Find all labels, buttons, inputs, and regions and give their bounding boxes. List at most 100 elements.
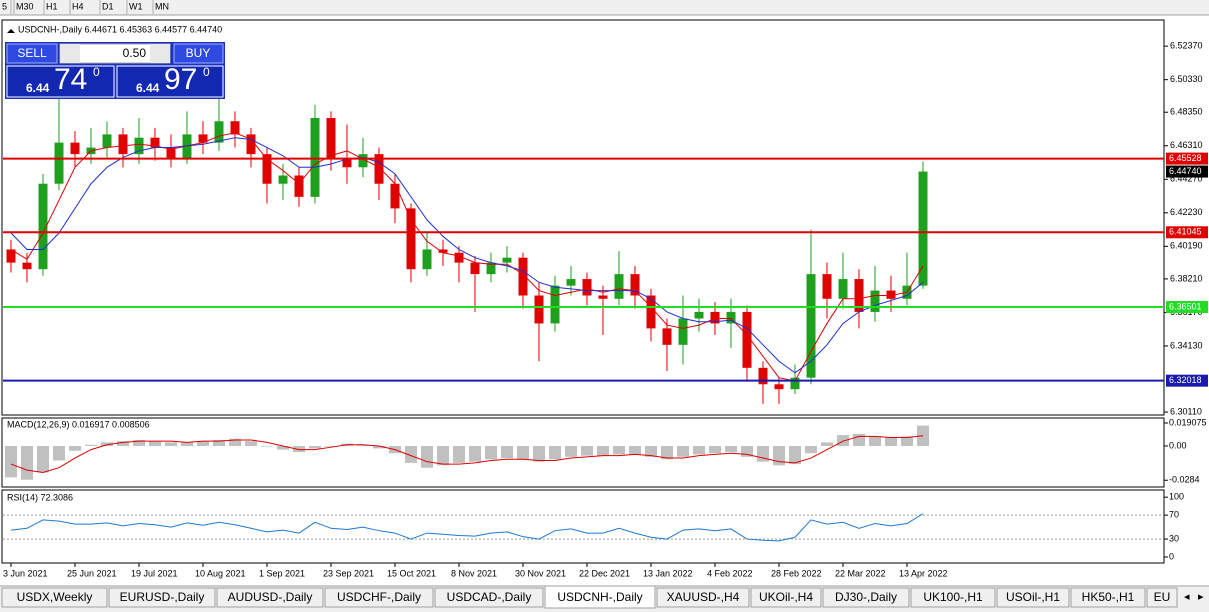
rsi-panel	[1, 489, 1165, 564]
candle-body	[406, 208, 416, 270]
candle-body	[742, 311, 752, 368]
timeframe-button[interactable]: H1	[46, 1, 58, 11]
tab[interactable]: UKOil-,H4	[750, 587, 822, 608]
x-tick-label: 3 Jun 2021	[3, 568, 48, 578]
x-tick-label: 25 Jun 2021	[67, 568, 117, 578]
tab[interactable]: EU	[1146, 587, 1178, 608]
y-tick-label: 6.30110	[1170, 406, 1202, 416]
candle-body	[246, 134, 256, 155]
tab-label: USDCNH-,Daily	[557, 590, 642, 604]
price-level-label: 6.41045	[1169, 227, 1202, 237]
ask-sup: 0	[203, 65, 210, 79]
macd-bar	[709, 445, 721, 454]
candle-body	[454, 252, 464, 263]
price-level-label: 6.32018	[1169, 375, 1202, 385]
collapse-arrow[interactable]	[7, 29, 15, 33]
tab-bg	[544, 585, 656, 609]
macd-bar	[197, 441, 209, 446]
tab[interactable]: UK100-,H1	[910, 587, 996, 608]
tab[interactable]: USDCAD-,Daily	[434, 587, 544, 608]
candle-body	[390, 183, 400, 209]
tab-scroll-right[interactable]: ▸	[1198, 591, 1204, 603]
macd-bar	[789, 445, 801, 465]
macd-bar	[853, 433, 865, 446]
timeframe-button[interactable]: 5	[2, 1, 7, 11]
tab-scroll-left[interactable]: ◂	[1184, 591, 1190, 603]
lot-value: 0.50	[123, 46, 147, 60]
x-tick-label: 28 Feb 2022	[771, 568, 822, 578]
candle-body	[54, 142, 64, 184]
candle-body	[694, 311, 704, 319]
y-tick-label: 0	[1169, 551, 1174, 561]
candle-body	[854, 279, 864, 312]
macd-bar	[677, 445, 689, 457]
tab[interactable]: XAUUSD-,H4	[656, 587, 750, 608]
macd-bar	[469, 445, 481, 462]
tab[interactable]: USOil-,H1	[996, 587, 1070, 608]
tab[interactable]: EURUSD-,Daily	[108, 587, 216, 608]
candle-body	[422, 249, 432, 270]
macd-bar	[725, 445, 737, 453]
tab-bg	[324, 587, 434, 608]
buy-button[interactable]	[173, 43, 224, 64]
candle-body	[518, 257, 528, 296]
x-tick-label: 4 Feb 2022	[707, 568, 753, 578]
x-tick-label: 10 Aug 2021	[195, 568, 246, 578]
macd-bar	[181, 442, 193, 446]
tab[interactable]: USDCHF-,Daily	[324, 587, 434, 608]
ask-big: 6.44	[136, 81, 160, 95]
tab[interactable]: AUDUSD-,Daily	[216, 587, 324, 608]
timeframe-button[interactable]: H4	[72, 1, 84, 11]
candle-body	[550, 285, 560, 324]
macd-bar	[37, 445, 49, 473]
sell-button[interactable]	[6, 43, 58, 64]
candle-body	[758, 367, 768, 385]
candle-body	[214, 121, 224, 143]
y-tick-label: 6.50330	[1170, 74, 1203, 84]
candle-body	[486, 262, 496, 275]
tab[interactable]: HK50-,H1	[1070, 587, 1146, 608]
macd-bar	[501, 445, 513, 459]
tab[interactable]: DJ30-,Daily	[822, 587, 910, 608]
tab-label: USDX,Weekly	[17, 590, 93, 604]
x-tick-label: 22 Dec 2021	[579, 568, 630, 578]
tab-label: UK100-,H1	[923, 590, 983, 604]
timeframe-button[interactable]: D1	[102, 1, 114, 11]
macd-bar	[773, 445, 785, 466]
candle-body	[534, 295, 544, 324]
tab-bg	[1146, 587, 1178, 608]
candle-body	[630, 274, 640, 296]
macd-bar	[293, 445, 305, 453]
macd-bar	[5, 445, 17, 478]
price-level-tag	[1166, 300, 1208, 313]
lot-up[interactable]	[150, 44, 170, 63]
timeframe-button[interactable]: M30	[16, 1, 34, 11]
ask-box[interactable]	[116, 65, 224, 98]
y-tick-label: -0.0284	[1169, 475, 1200, 485]
timeframe-button[interactable]: MN	[155, 1, 169, 11]
y-tick-label: 0.00	[1169, 440, 1187, 450]
x-tick-label: 19 Jul 2021	[131, 568, 178, 578]
macd-bar	[21, 445, 33, 480]
candle-body	[502, 257, 512, 263]
x-tick-label: 23 Sep 2021	[323, 568, 374, 578]
tab-bg	[656, 587, 750, 608]
bid-box[interactable]	[6, 65, 115, 98]
candle-body	[198, 134, 208, 143]
timeframe-button[interactable]: W1	[129, 1, 143, 11]
candle-body	[822, 274, 832, 299]
candle-body	[342, 159, 352, 168]
y-tick-label: 30	[1169, 533, 1179, 543]
candle-body	[326, 117, 336, 160]
candle-body	[662, 328, 672, 345]
macd-bar	[805, 445, 817, 454]
tab[interactable]: USDX,Weekly	[1, 587, 108, 608]
tab-bg	[750, 587, 822, 608]
tab[interactable]: USDCNH-,Daily	[544, 585, 656, 609]
candle-body	[566, 279, 576, 286]
lot-down[interactable]	[60, 44, 80, 63]
macd-bar	[741, 445, 753, 457]
macd-bar	[517, 445, 529, 460]
macd-bar	[533, 445, 545, 462]
macd-bar	[213, 439, 225, 446]
